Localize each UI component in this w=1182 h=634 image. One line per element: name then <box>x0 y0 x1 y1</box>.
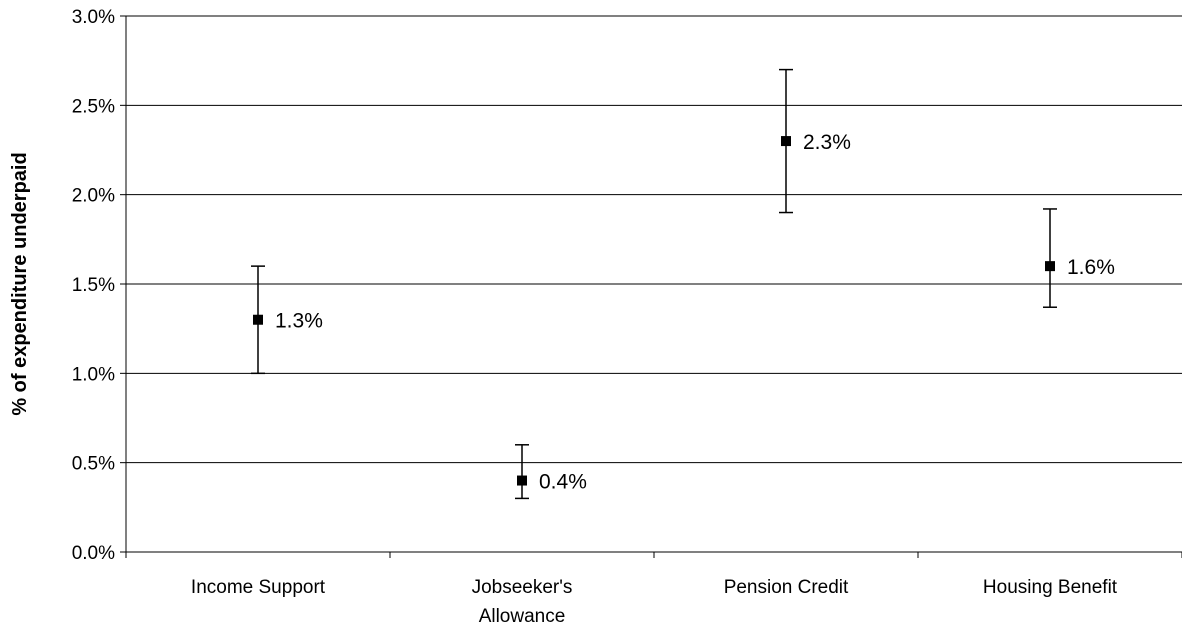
x-ticks: Income Support Jobseeker's Allowance Pensio… <box>125 552 1182 627</box>
data-label: 1.6% <box>1067 256 1115 279</box>
x-tick-label: Income Support <box>191 577 326 598</box>
x-tick-label-line: Jobseeker's <box>472 577 573 598</box>
y-tick-label: 2.5% <box>72 96 115 117</box>
data-label: 1.3% <box>275 310 323 333</box>
data-point <box>253 314 263 325</box>
y-ticks: 0.0% 0.5% 1.0% 1.5% 2.0% 2.5% 3.0% <box>72 7 126 564</box>
y-tick-label: 0.5% <box>72 454 115 475</box>
x-tick-label: Housing Benefit <box>983 577 1118 598</box>
data-points <box>253 136 1055 486</box>
data-labels: 1.3% 0.4% 2.3% 1.6% <box>275 131 1115 493</box>
y-tick-label: 1.0% <box>72 364 115 385</box>
x-tick-label-line: Allowance <box>479 606 566 627</box>
x-tick-label-line: Pension Credit <box>724 577 849 598</box>
y-axis-title: % of expenditure underpaid <box>9 152 31 415</box>
x-tick-label-line: Income Support <box>191 577 326 598</box>
x-tick-label: Jobseeker's Allowance <box>472 577 573 627</box>
y-tick-label: 3.0% <box>72 7 115 28</box>
x-tick-label: Pension Credit <box>724 577 849 598</box>
data-label: 0.4% <box>539 471 587 494</box>
y-tick-label: 1.5% <box>72 275 115 296</box>
data-point <box>1045 261 1055 272</box>
data-point <box>781 136 791 147</box>
y-tick-label: 2.0% <box>72 186 115 207</box>
gridlines <box>126 15 1182 464</box>
x-tick-label-line: Housing Benefit <box>983 577 1118 598</box>
data-label: 2.3% <box>803 131 851 154</box>
y-tick-label: 0.0% <box>72 543 115 564</box>
data-point <box>517 475 527 486</box>
